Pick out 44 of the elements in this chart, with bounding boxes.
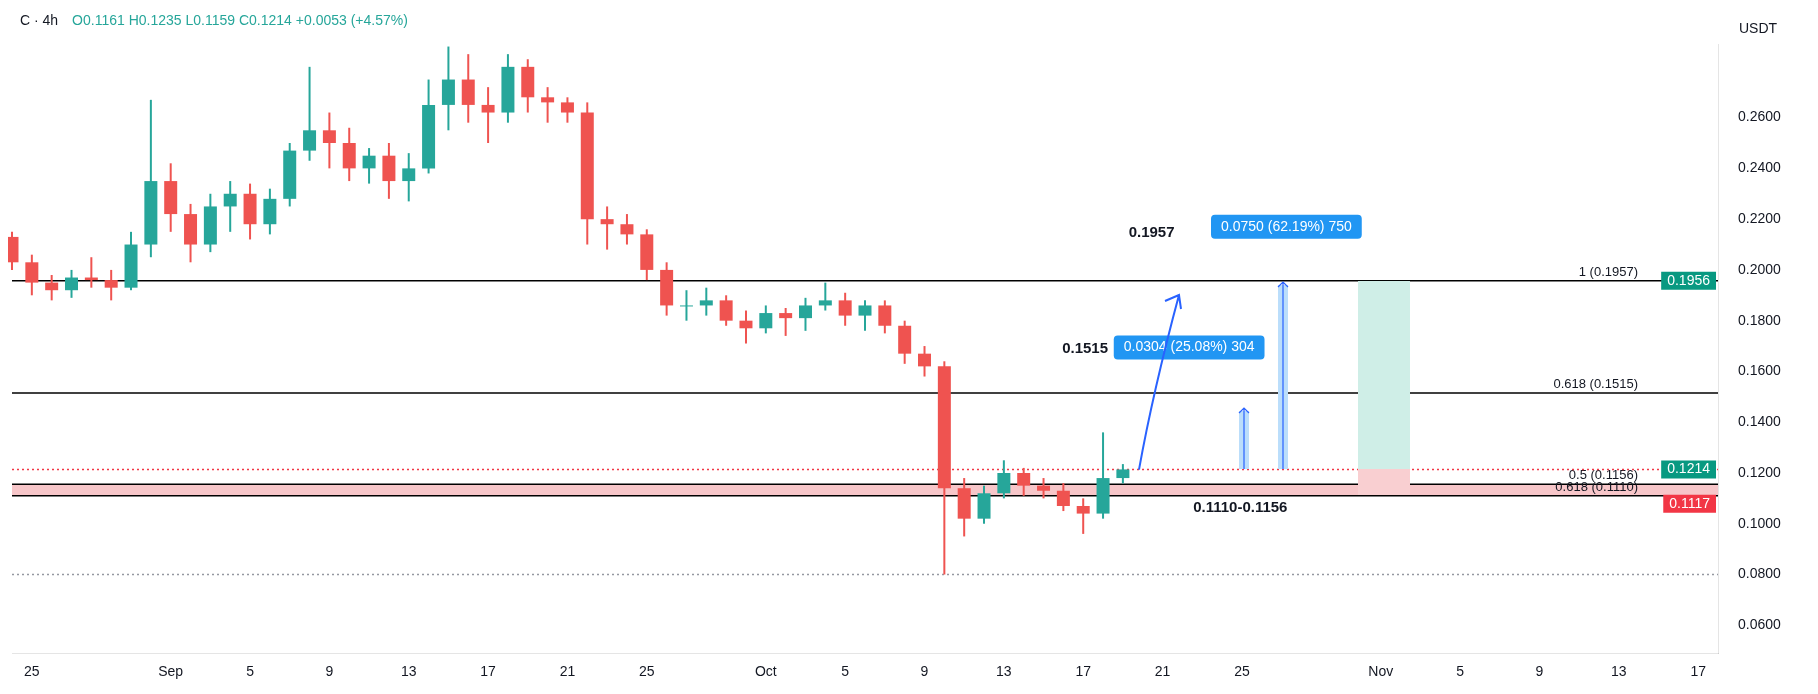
annotation: 0.1117 [1669,494,1711,511]
annotation: 0.1957 [1128,222,1175,240]
ref-line-label: 1 (0.1957) [1578,263,1638,279]
y-tick-label: 0.1000 [1738,514,1782,531]
y-tick-label: 0.1800 [1738,311,1782,328]
y-tick-label: 0.1400 [1738,413,1782,430]
x-tick-label: 17 [480,663,497,680]
x-tick-label: 13 [996,663,1012,680]
x-tick-label: 25 [1234,663,1250,680]
ref-line-label: 0.618 (0.1515) [1553,376,1638,392]
x-tick-label: 5 [246,663,255,680]
x-tick-label: 21 [559,663,576,680]
y-tick-label: 0.1600 [1738,362,1782,379]
annotation: 0.1515 [1062,338,1109,356]
x-tick-label: 21 [1154,663,1171,680]
chart-title: C · 4h [20,11,59,28]
x-tick-label: 25 [639,663,655,680]
annotation: 0.1214 [1667,460,1711,477]
y-axis-title: USDT [1738,19,1778,36]
y-tick-label: 0.2400 [1738,159,1782,176]
x-tick-label: 9 [325,663,334,680]
annotation: 0.1956 [1667,271,1711,288]
y-tick-label: 0.2600 [1738,108,1782,125]
x-tick-label: 17 [1075,663,1092,680]
x-tick-label: 13 [400,663,417,680]
annotation: 0.0304 (25.08%) 304 [1123,338,1255,355]
x-tick-label: 5 [1456,663,1465,680]
x-tick-label: 17 [1690,663,1707,680]
y-tick-label: 0.2000 [1738,260,1782,277]
x-tick-label: 9 [1535,663,1544,680]
x-tick-label: Sep [158,663,184,680]
chart-subtitle: O0.1161 H0.1235 L0.1159 C0.1214 +0.0053 (+4.57%) [72,11,408,28]
y-tick-label: 0.1200 [1738,463,1782,480]
annotation: 0.1110-0.1156 [1193,498,1288,516]
x-tick-label: Nov [1368,663,1394,680]
y-tick-label: 0.2200 [1738,210,1782,226]
x-tick-label: 13 [1611,663,1627,680]
x-tick-label: 5 [841,663,850,680]
y-tick-label: 0.0800 [1738,565,1782,582]
x-tick-label: 25 [24,663,40,680]
x-tick-label: 9 [920,663,929,680]
annotation: 0.0750 (62.19%) 750 [1221,217,1352,234]
x-tick-label: Oct [754,663,777,680]
y-tick-label: 0.0600 [1738,616,1782,633]
